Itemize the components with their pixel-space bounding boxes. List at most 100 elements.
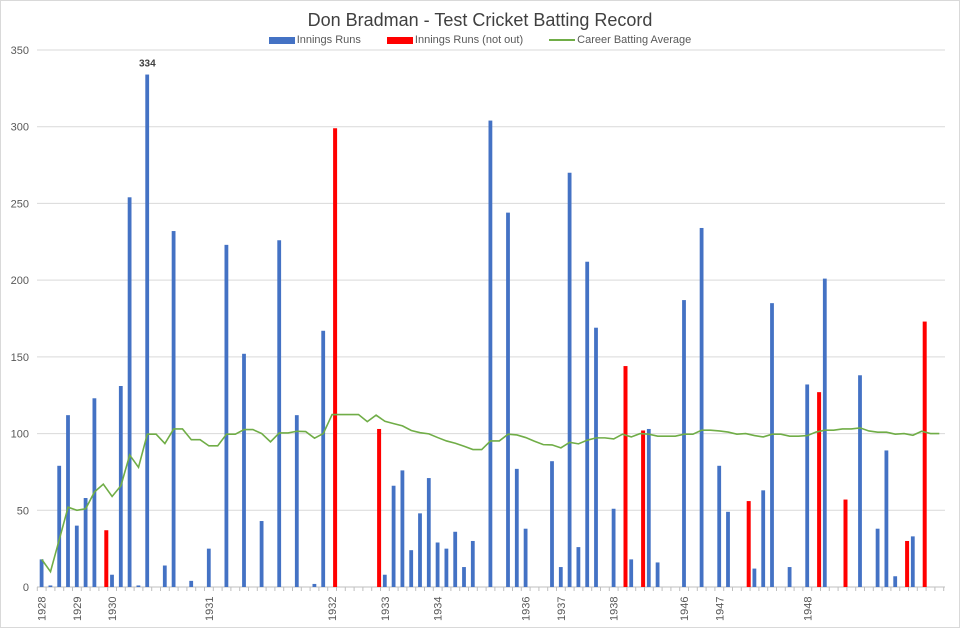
bar-innings-runs: [576, 547, 581, 587]
bar-innings-runs: [585, 261, 590, 587]
x-tick-label: 1948: [802, 597, 814, 621]
bar-innings-runs: [726, 511, 730, 587]
bar-not-out: [905, 540, 910, 587]
bar-innings-runs: [110, 574, 114, 587]
bar-innings-runs: [884, 450, 889, 587]
bar-innings-runs: [910, 536, 915, 587]
x-tick-label: 1932: [327, 597, 339, 621]
y-tick-label: 0: [23, 582, 29, 594]
bar-innings-runs: [822, 278, 827, 587]
bar-innings-runs: [206, 548, 211, 587]
bar-innings-runs: [321, 330, 326, 587]
bar-innings-runs: [893, 576, 898, 587]
bar-innings-runs: [805, 384, 810, 587]
data-label-max: 334: [139, 59, 156, 70]
bar-not-out: [843, 499, 848, 587]
bar-innings-runs: [682, 300, 686, 587]
y-tick-label: 50: [17, 505, 29, 517]
bar-innings-runs: [242, 353, 246, 587]
bar-innings-runs: [391, 485, 396, 587]
bar-innings-runs: [462, 567, 466, 587]
y-tick-label: 350: [11, 45, 29, 57]
bar-not-out: [377, 428, 382, 587]
bar-innings-runs: [426, 478, 431, 587]
y-tick-label: 100: [11, 429, 29, 441]
legend-item-average: Career Batting Average: [549, 34, 691, 46]
bar-not-out: [104, 530, 109, 587]
bar-innings-runs: [646, 428, 651, 587]
x-tick-label: 1928: [37, 597, 49, 621]
bar-innings-runs: [66, 415, 70, 587]
bar-innings-runs: [629, 559, 634, 587]
bar-innings-runs: [470, 540, 475, 587]
bar-innings-runs: [611, 508, 616, 587]
bar-innings-runs: [453, 531, 458, 587]
legend: Innings Runs Innings Runs (not out) Care…: [0, 34, 960, 46]
x-tick-label: 1936: [521, 597, 533, 621]
bar-innings-runs: [558, 567, 563, 587]
x-tick-label: 1947: [714, 597, 726, 621]
bar-innings-runs: [259, 521, 264, 587]
bar-innings-runs: [655, 562, 660, 587]
bar-innings-runs: [277, 240, 282, 587]
bar-innings-runs: [594, 327, 598, 587]
bar-not-out: [922, 321, 927, 587]
bar-innings-runs: [224, 244, 229, 587]
bar-innings-runs: [312, 583, 317, 587]
bar-innings-runs: [858, 375, 862, 587]
bar-innings-runs: [409, 550, 414, 587]
legend-label: Career Batting Average: [577, 34, 692, 46]
bar-innings-runs: [171, 231, 176, 587]
bar-innings-runs: [39, 559, 44, 587]
legend-label: Innings Runs: [296, 34, 361, 46]
x-tick-label: 1931: [204, 597, 216, 621]
x-tick-label: 1937: [556, 597, 568, 621]
bar-innings-runs: [506, 212, 510, 588]
bar-not-out: [641, 430, 646, 587]
bar-innings-runs: [83, 498, 88, 587]
x-tick-label: 1934: [433, 597, 445, 621]
x-tick-label: 1938: [609, 597, 621, 621]
bar-innings-runs: [294, 415, 299, 587]
bar-innings-runs: [514, 468, 519, 587]
bar-not-out: [817, 392, 822, 587]
bar-innings-runs: [488, 120, 493, 587]
bar-innings-runs: [74, 525, 79, 587]
legend-swatch-blue: [268, 36, 295, 44]
legend-swatch-green: [549, 39, 576, 41]
bar-innings-runs: [127, 197, 132, 587]
bar-innings-runs: [444, 548, 449, 587]
bar-innings-runs: [162, 565, 167, 587]
legend-label: Innings Runs (not out): [414, 34, 524, 46]
bar-innings-runs: [550, 461, 554, 587]
bar-innings-runs: [787, 567, 792, 587]
bar-innings-runs: [761, 490, 766, 587]
bar-not-out: [746, 501, 751, 587]
bar-innings-runs: [717, 465, 722, 587]
bar-innings-runs: [699, 227, 704, 587]
x-tick-label: 1929: [72, 597, 84, 621]
bar-innings-runs: [435, 542, 440, 587]
bar-innings-runs: [48, 585, 53, 587]
y-tick-label: 150: [11, 352, 29, 364]
bar-innings-runs: [875, 528, 880, 587]
bar-not-out: [623, 366, 628, 587]
bar-innings-runs: [400, 470, 405, 587]
bar-not-out: [333, 128, 338, 587]
bar-innings-runs: [523, 528, 528, 587]
legend-item-not-out: Innings Runs (not out): [386, 34, 524, 46]
bar-innings-runs: [770, 303, 774, 587]
bar-innings-runs: [418, 513, 422, 587]
y-tick-label: 300: [11, 122, 29, 134]
x-tick-label: 1946: [679, 597, 691, 621]
bar-innings-runs: [145, 74, 150, 587]
bar-innings-runs: [752, 568, 757, 587]
bar-innings-runs: [57, 465, 62, 587]
y-tick-label: 250: [11, 198, 29, 210]
legend-swatch-red: [386, 36, 413, 44]
bar-innings-runs: [136, 585, 141, 587]
bar-innings-runs: [382, 574, 387, 587]
chart-title: Don Bradman - Test Cricket Batting Recor…: [307, 10, 653, 30]
legend-item-innings-runs: Innings Runs: [268, 34, 361, 46]
